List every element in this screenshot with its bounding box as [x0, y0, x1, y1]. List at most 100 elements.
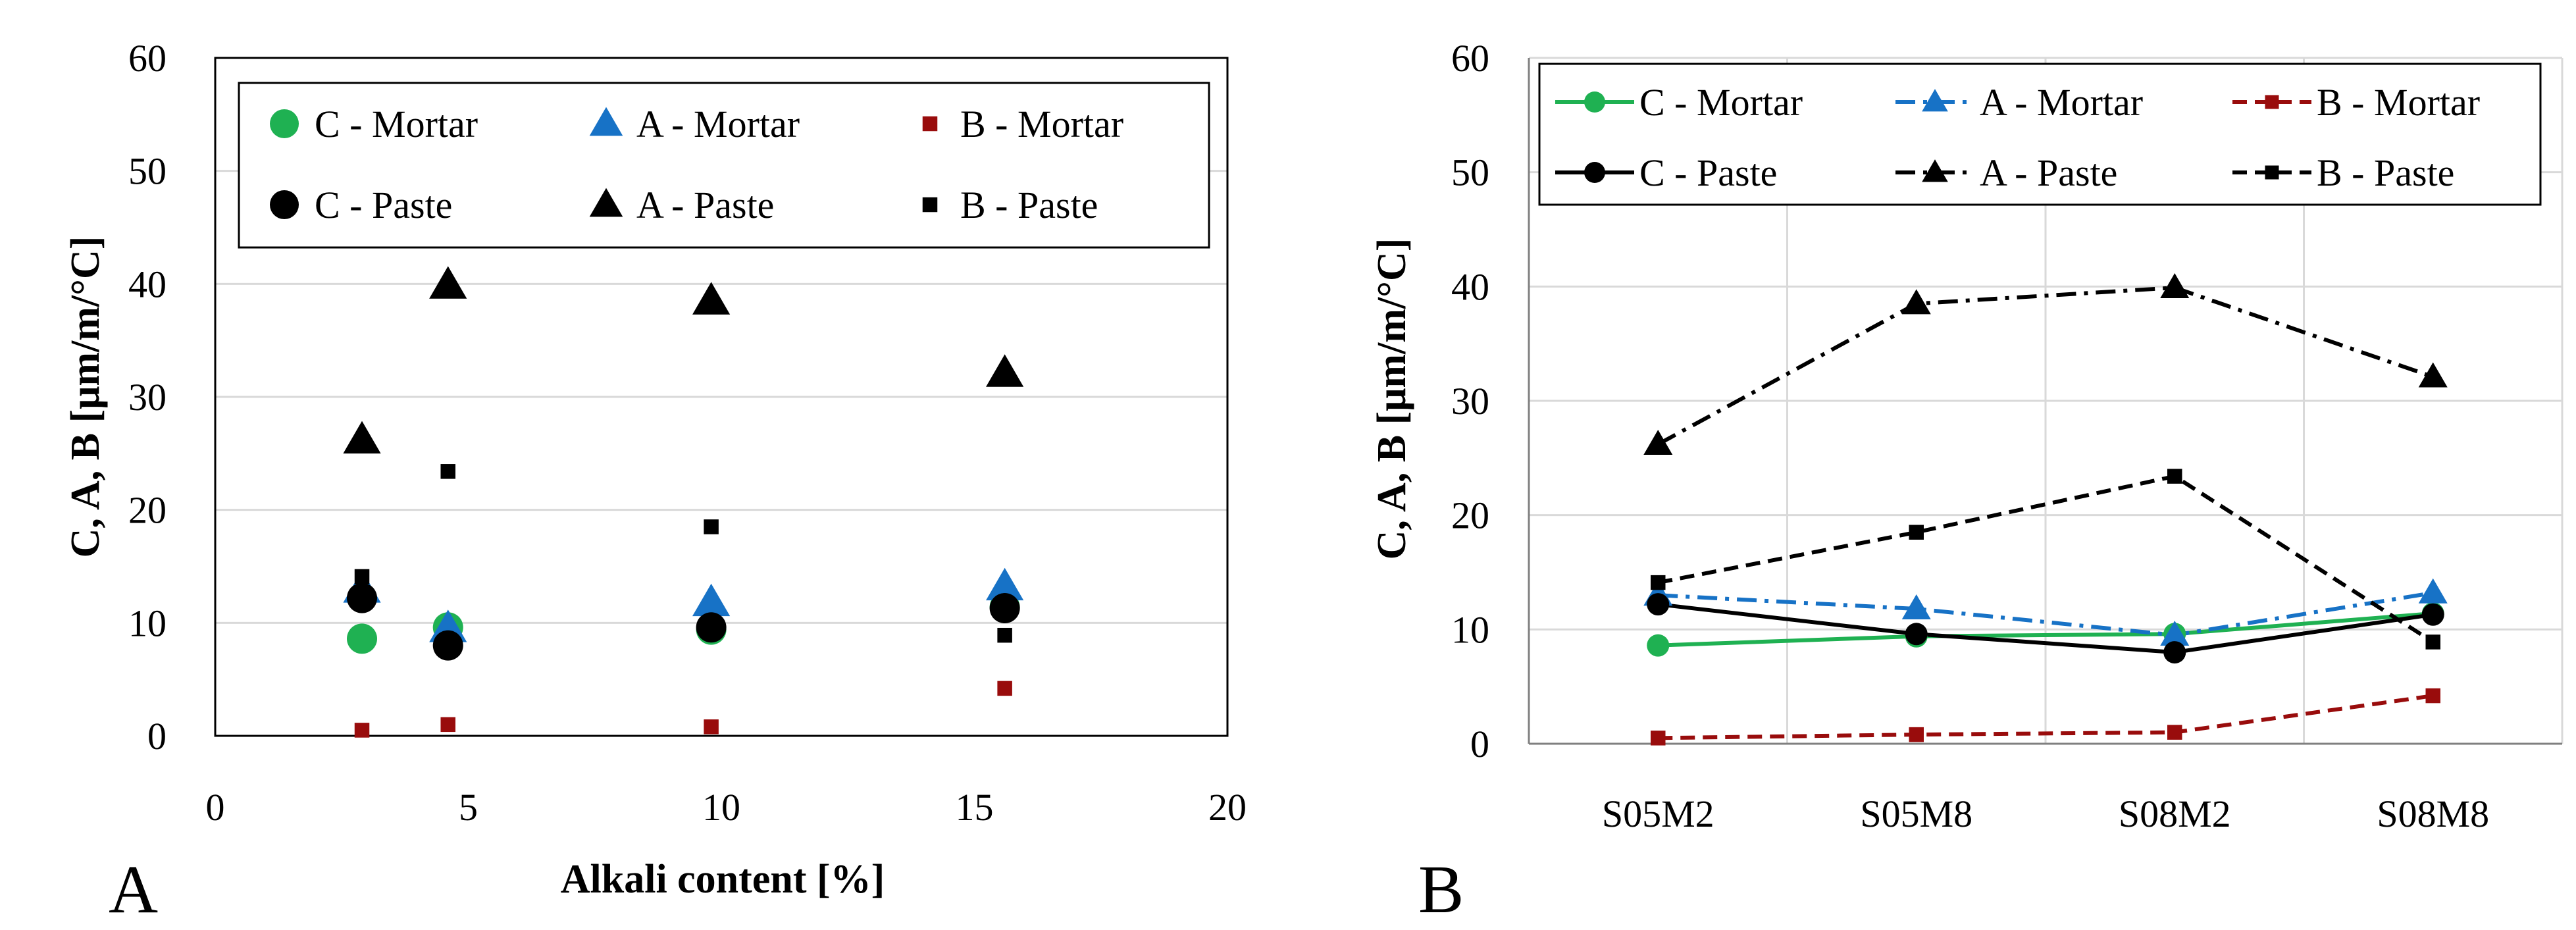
- chart-a-legend-marker-b-paste: [922, 197, 938, 213]
- chart-b-x-ticks: S05M2 S05M8 S08M2 S08M8: [1602, 792, 2489, 835]
- chart-b-point-c-paste: [2163, 641, 2186, 664]
- chart-a-point-b-paste: [354, 569, 370, 584]
- chart-a-point-b-paste: [997, 627, 1012, 643]
- chart-b-point-b-mortar: [2167, 725, 2182, 740]
- chart-a-point-b-mortar: [704, 719, 719, 735]
- chart-b-y-label: C, A, B [μm/m/°C]: [1370, 238, 1414, 560]
- chart-b-legend-marker-c-mortar: [1584, 91, 1605, 113]
- chart-b-point-b-mortar: [1909, 727, 1924, 742]
- chart-a-point-c-mortar: [347, 623, 378, 654]
- chart-b-line-a-paste: [1657, 286, 2434, 446]
- chart-b-legend-label: A - Mortar: [1980, 81, 2143, 124]
- chart-a-legend: C - Mortar A - Mortar B - Mortar C - Paste A…: [270, 103, 1123, 226]
- chart-b-point-a-paste: [2418, 362, 2448, 388]
- chart-a-point-a-mortar: [692, 583, 731, 617]
- chart-b-x-tick-label: S08M2: [2119, 792, 2231, 835]
- chart-a-point-b-paste: [704, 519, 719, 534]
- chart-b-legend-marker-c-paste: [1584, 162, 1605, 183]
- chart-a-y-tick-label: 20: [128, 489, 167, 532]
- chart-a-legend-marker-c-paste: [270, 190, 299, 219]
- chart-a-point-c-paste: [347, 582, 378, 613]
- chart-a-legend-label: A - Mortar: [636, 103, 800, 145]
- chart-b-point-b-paste: [2167, 469, 2182, 484]
- panel-letter-a: A: [109, 852, 158, 927]
- chart-a-point-b-mortar: [997, 681, 1012, 696]
- chart-b-point-a-paste: [2160, 273, 2190, 299]
- chart-b-y-tick-label: 10: [1451, 608, 1489, 651]
- chart-b-legend-box: [1538, 63, 2542, 206]
- chart-a-legend-box: [238, 82, 1210, 249]
- chart-b-points: [1643, 273, 2448, 746]
- chart-a-legend-marker-b-mortar: [922, 116, 938, 132]
- chart-b-line-b-paste: [1657, 474, 2434, 644]
- chart-b-line-b-mortar: [1658, 694, 2434, 740]
- chart-a-point-c-paste: [432, 630, 463, 661]
- chart-b-legend: C - Mortar A - Mortar B - Mortar C - Paste A…: [1555, 81, 2480, 194]
- chart-b-x-tick-label: S05M8: [1860, 792, 1972, 835]
- chart-a-y-label: C, A, B [μm/m/°C]: [63, 236, 108, 558]
- chart-a-plot-frame: [214, 57, 1229, 737]
- chart-b-point-b-mortar: [2425, 688, 2440, 704]
- chart-b-point-a-mortar: [2160, 620, 2190, 646]
- chart-a-point-b-mortar: [440, 717, 455, 733]
- chart-a-legend-label: B - Paste: [960, 184, 1098, 226]
- chart-a-point-a-paste: [343, 421, 381, 453]
- chart-a-y-tick-label: 40: [128, 263, 167, 305]
- chart-a-y-ticks: 0 10 20 30 40 50 60: [128, 37, 167, 758]
- chart-a-x-ticks: 0 5 10 15 20: [206, 786, 1247, 829]
- chart-b-legend-label: C - Mortar: [1639, 81, 1803, 124]
- chart-a-points: [343, 266, 1024, 738]
- chart-a-legend-marker-a-mortar: [589, 107, 623, 136]
- chart-a-x-label: Alkali content [%]: [561, 857, 885, 902]
- chart-b-point-a-paste: [1901, 289, 1931, 315]
- chart-a-point-b-mortar: [354, 723, 370, 738]
- chart-b-y-tick-label: 60: [1451, 37, 1489, 80]
- chart-b-legend-label: B - Mortar: [2317, 81, 2480, 124]
- chart-a-point-a-paste: [692, 282, 731, 315]
- chart-b-legend-marker-a-paste: [1922, 159, 1948, 182]
- chart-b-legend-marker-a-mortar: [1922, 89, 1948, 112]
- chart-b-legend-label: C - Paste: [1639, 151, 1777, 194]
- chart-a-x-tick-label: 10: [702, 786, 740, 829]
- chart-a-point-a-mortar: [986, 567, 1024, 601]
- chart-a-x-tick-label: 20: [1208, 786, 1247, 829]
- chart-b-point-a-mortar: [1901, 594, 1931, 620]
- chart-a-legend-label: C - Mortar: [315, 103, 478, 145]
- chart-b-y-tick-label: 30: [1451, 380, 1489, 423]
- chart-a: 0 10 20 30 40 50 60 0 5 10 15 20 C - Mortar A - Mor…: [63, 37, 1247, 927]
- chart-a-point-c-paste: [989, 593, 1020, 624]
- chart-b: 0 10 20 30 40 50 60 S05M2 S05M8 S08M2 S08M8 C - M…: [1370, 37, 2563, 927]
- chart-a-y-tick-label: 0: [147, 715, 167, 758]
- chart-b-point-b-paste: [1651, 575, 1666, 590]
- chart-a-point-a-paste: [986, 354, 1024, 387]
- chart-b-point-c-paste: [1647, 593, 1670, 616]
- chart-b-line-c-mortar: [1658, 611, 2433, 648]
- chart-b-line-a-mortar: [1658, 590, 2434, 638]
- chart-b-point-c-mortar: [1647, 634, 1670, 657]
- chart-a-legend-marker-a-paste: [589, 188, 623, 217]
- chart-b-legend-marker-b-mortar: [2265, 95, 2279, 109]
- chart-b-legend-label: A - Paste: [1980, 151, 2117, 194]
- chart-b-y-tick-label: 20: [1451, 494, 1489, 537]
- chart-b-y-tick-label: 50: [1451, 151, 1489, 194]
- chart-a-point-c-paste: [696, 612, 727, 643]
- chart-b-point-b-mortar: [1651, 731, 1666, 746]
- chart-a-legend-marker-c-mortar: [270, 109, 299, 138]
- chart-b-y-ticks: 0 10 20 30 40 50 60: [1451, 37, 1489, 765]
- chart-b-point-a-mortar: [2418, 578, 2448, 604]
- chart-a-legend-label: C - Paste: [315, 184, 452, 226]
- chart-b-x-tick-label: S08M8: [2377, 792, 2489, 835]
- chart-a-y-tick-label: 60: [128, 37, 167, 80]
- panel-letter-b: B: [1418, 852, 1464, 927]
- chart-b-y-tick-label: 40: [1451, 265, 1489, 308]
- chart-a-x-tick-label: 0: [206, 786, 225, 829]
- chart-a-x-tick-label: 5: [459, 786, 478, 829]
- chart-a-y-tick-label: 30: [128, 376, 167, 419]
- chart-b-lines: [1657, 286, 2434, 740]
- chart-b-y-tick-label: 0: [1470, 723, 1489, 765]
- chart-b-point-c-paste: [1905, 623, 1928, 646]
- chart-a-y-tick-label: 50: [128, 150, 167, 193]
- chart-a-point-b-paste: [440, 464, 455, 479]
- chart-b-gridlines: [1529, 57, 2563, 744]
